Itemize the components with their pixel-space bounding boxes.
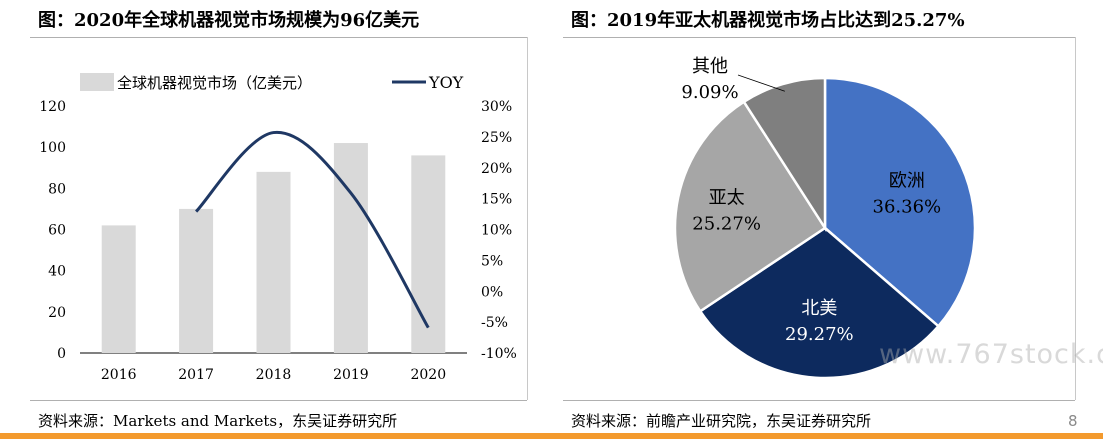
y-right-tick-label: 15% bbox=[481, 192, 512, 208]
pie-label-name: 亚太 bbox=[709, 187, 745, 208]
x-tick-label: 2017 bbox=[178, 367, 214, 383]
y-right-tick-label: 25% bbox=[481, 130, 512, 146]
bottom-accent-bar bbox=[0, 433, 1103, 439]
right-source-note: 资料来源：前瞻产业研究院，东吴证券研究所 bbox=[571, 412, 872, 430]
y-left-tick-label: 40 bbox=[48, 264, 66, 280]
left-source-note: 资料来源：Markets and Markets，东吴证券研究所 bbox=[38, 412, 398, 430]
pie-label-value: 9.09% bbox=[681, 82, 738, 103]
legend-swatch-bar bbox=[80, 73, 114, 91]
y-right-tick-label: -5% bbox=[481, 315, 508, 331]
x-tick-label: 2016 bbox=[101, 367, 137, 383]
watermark: www.767stock.com bbox=[879, 339, 1103, 370]
bar bbox=[179, 208, 214, 353]
y-right-tick-label: 0% bbox=[481, 284, 503, 300]
y-left-tick-label: 20 bbox=[48, 305, 66, 321]
y-right-tick-label: 20% bbox=[481, 161, 512, 177]
right-source-divider bbox=[563, 400, 1075, 401]
pie-label-value: 25.27% bbox=[692, 213, 761, 234]
pie-label-name: 欧洲 bbox=[889, 171, 925, 192]
x-tick-label: 2018 bbox=[256, 367, 292, 383]
y-right-tick-label: 5% bbox=[481, 253, 503, 269]
y-right-tick-label: -10% bbox=[481, 346, 517, 362]
pie-slice bbox=[673, 100, 827, 313]
left-source-divider bbox=[30, 400, 527, 401]
y-right-tick-label: 30% bbox=[481, 99, 512, 115]
pie-label-name: 北美 bbox=[801, 298, 837, 319]
pie-slice bbox=[823, 76, 977, 328]
legend-label-bar: 全球机器视觉市场（亿美元） bbox=[117, 74, 312, 92]
bar bbox=[101, 225, 136, 353]
bar-line-chart: 0 20 40 60 80 100 120 -10% -5% 0% 5% 10% 15% 20% 25% 30… bbox=[39, 73, 517, 383]
right-title-divider bbox=[563, 37, 1075, 38]
x-tick-label: 2020 bbox=[410, 367, 446, 383]
left-title-divider bbox=[30, 37, 527, 38]
page-number: 8 bbox=[1068, 412, 1078, 430]
pie-slice bbox=[698, 226, 941, 380]
left-chart-title: 图：2020年全球机器视觉市场规模为96亿美元 bbox=[38, 10, 420, 31]
legend-label-line: YOY bbox=[428, 73, 464, 92]
pie-label-name: 其他 bbox=[692, 56, 728, 77]
left-panel-border bbox=[527, 37, 528, 400]
right-chart-title: 图：2019年亚太机器视觉市场占比达到25.27% bbox=[571, 10, 965, 31]
right-panel-border bbox=[1075, 37, 1076, 400]
y-left-tick-label: 0 bbox=[57, 346, 66, 362]
bar bbox=[256, 171, 291, 353]
y-left-tick-label: 60 bbox=[48, 223, 66, 239]
pie-chart: 欧洲 36.36% 北美 29.27% 亚太 25.27% 其他 9.09% bbox=[673, 56, 977, 380]
x-tick-label: 2019 bbox=[333, 367, 369, 383]
pie-slice bbox=[742, 76, 827, 233]
yoy-line bbox=[195, 131, 430, 329]
pie-label-value: 29.27% bbox=[785, 324, 854, 345]
pie-leader-line bbox=[737, 74, 785, 92]
y-left-tick-label: 120 bbox=[39, 99, 66, 115]
y-right-tick-label: 10% bbox=[481, 223, 512, 239]
y-left-tick-label: 100 bbox=[39, 140, 66, 156]
pie-label-value: 36.36% bbox=[873, 197, 942, 218]
y-left-tick-label: 80 bbox=[48, 181, 66, 197]
bar bbox=[411, 155, 446, 353]
